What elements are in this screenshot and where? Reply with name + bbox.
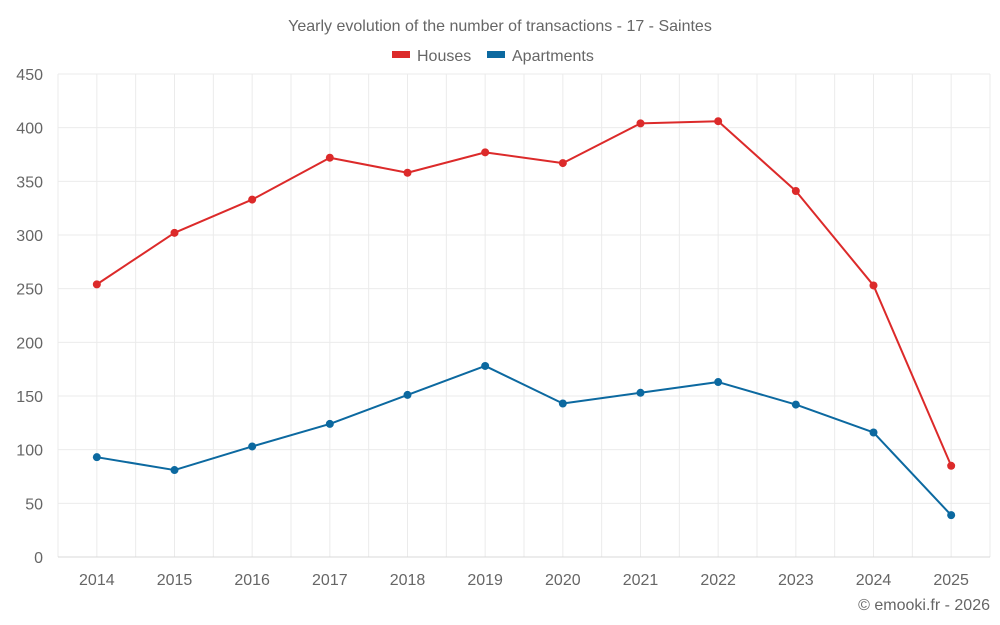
data-point-houses[interactable] [791, 186, 800, 195]
data-point-houses[interactable] [403, 168, 412, 177]
x-tick-label: 2024 [856, 572, 892, 589]
legend-swatch-apartments [487, 51, 505, 58]
data-point-apartments[interactable] [248, 442, 257, 451]
data-point-houses[interactable] [636, 119, 645, 128]
data-point-apartments[interactable] [403, 390, 412, 399]
x-tick-label: 2014 [79, 572, 115, 589]
legend-swatch-houses [392, 51, 410, 58]
data-point-apartments[interactable] [325, 419, 334, 428]
x-tick-label: 2019 [467, 572, 503, 589]
series [92, 117, 956, 520]
series-apartments [92, 361, 956, 520]
data-point-apartments[interactable] [170, 466, 179, 475]
legend-label-apartments: Apartments [512, 48, 594, 65]
x-tick-label: 2021 [623, 572, 659, 589]
x-tick-label: 2022 [700, 572, 736, 589]
x-axis: 2014 2015 2016 2017 2018 2019 2020 2021 2022 2023… [58, 556, 990, 589]
legend-item-houses[interactable]: Houses [392, 48, 471, 65]
y-tick-label: 450 [16, 67, 43, 84]
legend-item-apartments[interactable]: Apartments [487, 48, 594, 65]
gridlines [57, 73, 991, 557]
credit-text: © emooki.fr - 2026 [858, 597, 990, 614]
data-point-apartments[interactable] [481, 361, 490, 370]
data-point-apartments[interactable] [636, 388, 645, 397]
x-tick-label: 2020 [545, 572, 581, 589]
data-point-houses[interactable] [92, 280, 101, 289]
data-point-houses[interactable] [869, 281, 878, 290]
series-houses [92, 117, 956, 470]
data-point-houses[interactable] [481, 148, 490, 157]
data-point-apartments[interactable] [947, 511, 956, 520]
x-tick-label: 2016 [234, 572, 270, 589]
data-point-apartments[interactable] [558, 399, 567, 408]
y-axis: 0 50 100 150 200 250 300 350 400 450 [16, 67, 43, 567]
series-line-apartments [96, 364, 952, 516]
y-tick-label: 100 [16, 443, 43, 460]
y-tick-label: 50 [25, 496, 43, 513]
y-tick-label: 250 [16, 282, 43, 299]
x-tick-label: 2018 [390, 572, 426, 589]
data-point-apartments[interactable] [714, 378, 723, 387]
legend: Houses Apartments [392, 48, 594, 65]
y-tick-label: 0 [34, 550, 43, 567]
legend-label-houses: Houses [417, 48, 471, 65]
x-tick-label: 2015 [157, 572, 193, 589]
data-point-houses[interactable] [714, 117, 723, 126]
x-tick-label: 2023 [778, 572, 814, 589]
data-point-apartments[interactable] [869, 428, 878, 437]
data-point-houses[interactable] [170, 228, 179, 237]
x-tick-label: 2017 [312, 572, 348, 589]
data-point-houses[interactable] [248, 195, 257, 204]
data-point-houses[interactable] [947, 461, 956, 470]
y-tick-label: 300 [16, 228, 43, 245]
data-point-apartments[interactable] [92, 453, 101, 462]
chart-title: Yearly evolution of the number of transa… [288, 18, 712, 35]
series-line-houses [96, 120, 953, 467]
data-point-houses[interactable] [325, 153, 334, 162]
x-tick-label: 2025 [933, 572, 969, 589]
y-tick-label: 200 [16, 335, 43, 352]
y-tick-label: 150 [16, 389, 43, 406]
data-point-apartments[interactable] [791, 400, 800, 409]
data-point-houses[interactable] [558, 159, 567, 168]
y-tick-label: 400 [16, 121, 43, 138]
y-tick-label: 350 [16, 174, 43, 191]
